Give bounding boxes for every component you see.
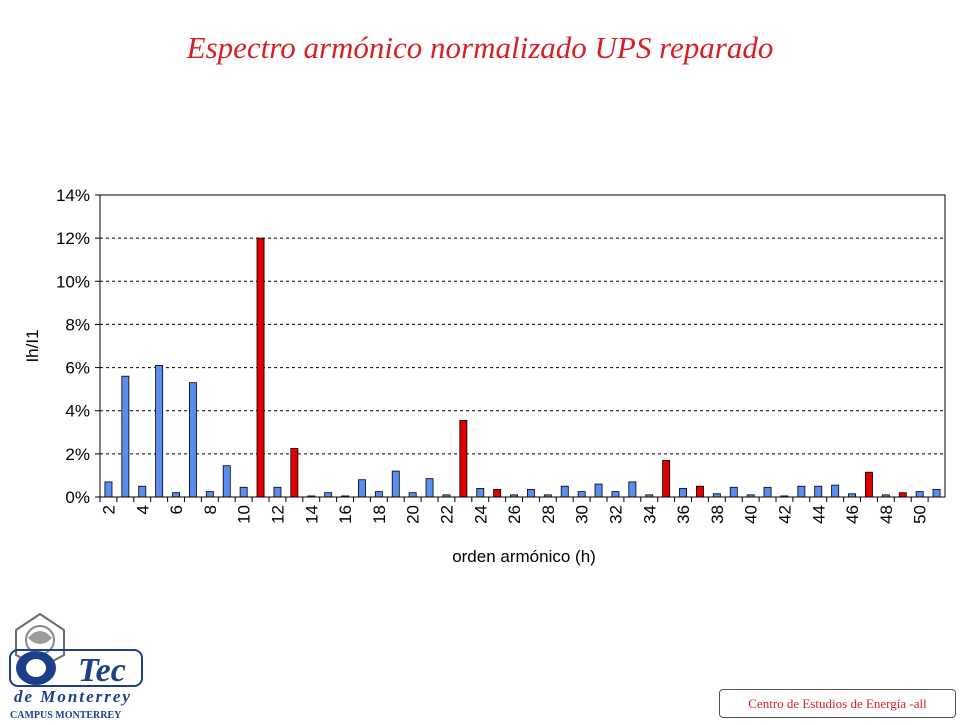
x-tick-label: 14	[302, 505, 321, 524]
x-tick-label: 2	[99, 505, 118, 514]
bar-h50	[915, 491, 924, 498]
x-tick-label: 42	[775, 505, 794, 524]
bar-h35	[662, 459, 671, 498]
bar-h6	[172, 492, 180, 498]
bar-h10	[239, 486, 248, 498]
footer-label: Centro de Estudios de Energía -all	[719, 689, 956, 718]
y-tick-label: 4%	[65, 402, 90, 421]
axes	[95, 194, 946, 502]
bar-h19	[391, 470, 400, 498]
y-tick-label: 2%	[65, 445, 90, 464]
bar-h33	[628, 481, 637, 498]
bar-h8	[205, 491, 214, 498]
bar-h7	[189, 382, 197, 498]
bar-h9	[222, 465, 231, 498]
bar-h11	[256, 237, 265, 498]
bar-h51	[932, 489, 941, 498]
x-tick-label: 4	[133, 505, 152, 514]
bar-h5	[155, 365, 164, 498]
bar-h31	[594, 483, 603, 498]
plot-frame	[99, 194, 946, 498]
bar-h4	[138, 485, 147, 498]
bar-h43	[797, 485, 806, 498]
bar-h24	[476, 487, 485, 498]
x-tick-label: 12	[268, 505, 287, 524]
x-tick-label: 34	[640, 505, 659, 524]
x-tick-label: 36	[674, 505, 693, 524]
bar-h18	[374, 491, 383, 498]
y-tick-label: 12%	[56, 229, 90, 248]
logo-sub-text: de Monterrey	[14, 687, 132, 706]
logo-main-text: Tec	[78, 652, 126, 689]
bar-h49	[898, 492, 907, 498]
x-tick-label: 8	[201, 505, 220, 514]
x-tick-label: 22	[437, 505, 456, 524]
x-tick-label: 30	[573, 505, 592, 524]
bar-h45	[831, 484, 840, 498]
x-tick-label: 40	[742, 505, 761, 524]
bar-h12	[273, 486, 282, 498]
tec-monterrey-logo: Tec de Monterrey CAMPUS MONTERREY	[6, 610, 146, 721]
y-tick-label: 6%	[65, 359, 90, 378]
y-tick-label: 8%	[65, 315, 90, 334]
bar-h47	[865, 471, 873, 498]
bar-h30	[577, 491, 586, 498]
bar-series	[104, 237, 941, 498]
bar-h13	[290, 448, 299, 498]
x-tick-label: 32	[606, 505, 625, 524]
x-tick-label: 26	[505, 505, 524, 524]
bar-h17	[358, 479, 366, 498]
grid-lines	[100, 237, 945, 455]
x-tick-label: 6	[167, 505, 186, 514]
bar-h23	[459, 420, 468, 498]
x-tick-label: 28	[539, 505, 558, 524]
y-tick-label: 0%	[65, 488, 90, 507]
slide-title: Espectro armónico normalizado UPS repara…	[186, 30, 774, 65]
bar-h20	[408, 492, 417, 498]
x-tick-label: 38	[708, 505, 727, 524]
bar-h15	[324, 492, 333, 498]
x-tick-label: 46	[843, 505, 862, 524]
x-tick-label: 44	[809, 505, 828, 524]
x-tick-label: 18	[370, 505, 389, 524]
x-tick-label: 20	[404, 505, 423, 524]
bar-h2	[104, 481, 113, 498]
bar-h32	[611, 491, 620, 498]
logo-campus-text: CAMPUS MONTERREY	[10, 710, 122, 720]
bar-h39	[729, 486, 738, 498]
bar-h25	[493, 489, 502, 498]
bar-h27	[527, 489, 535, 498]
x-tick-label: 16	[336, 505, 355, 524]
bar-h29	[560, 485, 569, 498]
bar-h21	[425, 478, 434, 498]
bar-h37	[696, 485, 704, 498]
bar-h3	[121, 375, 130, 498]
logo-graphic: Tec de Monterrey CAMPUS MONTERREY	[9, 612, 143, 721]
bar-h36	[679, 487, 687, 498]
x-tick-label: 48	[877, 505, 896, 524]
bar-h44	[814, 485, 823, 498]
x-axis-label: orden armónico (h)	[452, 547, 596, 566]
x-tick-label: 50	[911, 505, 930, 524]
y-axis-label: Ih/I1	[23, 329, 42, 362]
tick-labels: 0%2%4%6%8%10%12%14%2 4 6 8 10 12 14 16 18 20 22 24 2…	[56, 186, 930, 524]
x-tick-label: 10	[235, 505, 254, 524]
x-tick-label: 24	[471, 505, 490, 524]
y-tick-label: 14%	[56, 186, 90, 205]
bar-h41	[763, 486, 772, 498]
y-tick-label: 10%	[56, 272, 90, 291]
